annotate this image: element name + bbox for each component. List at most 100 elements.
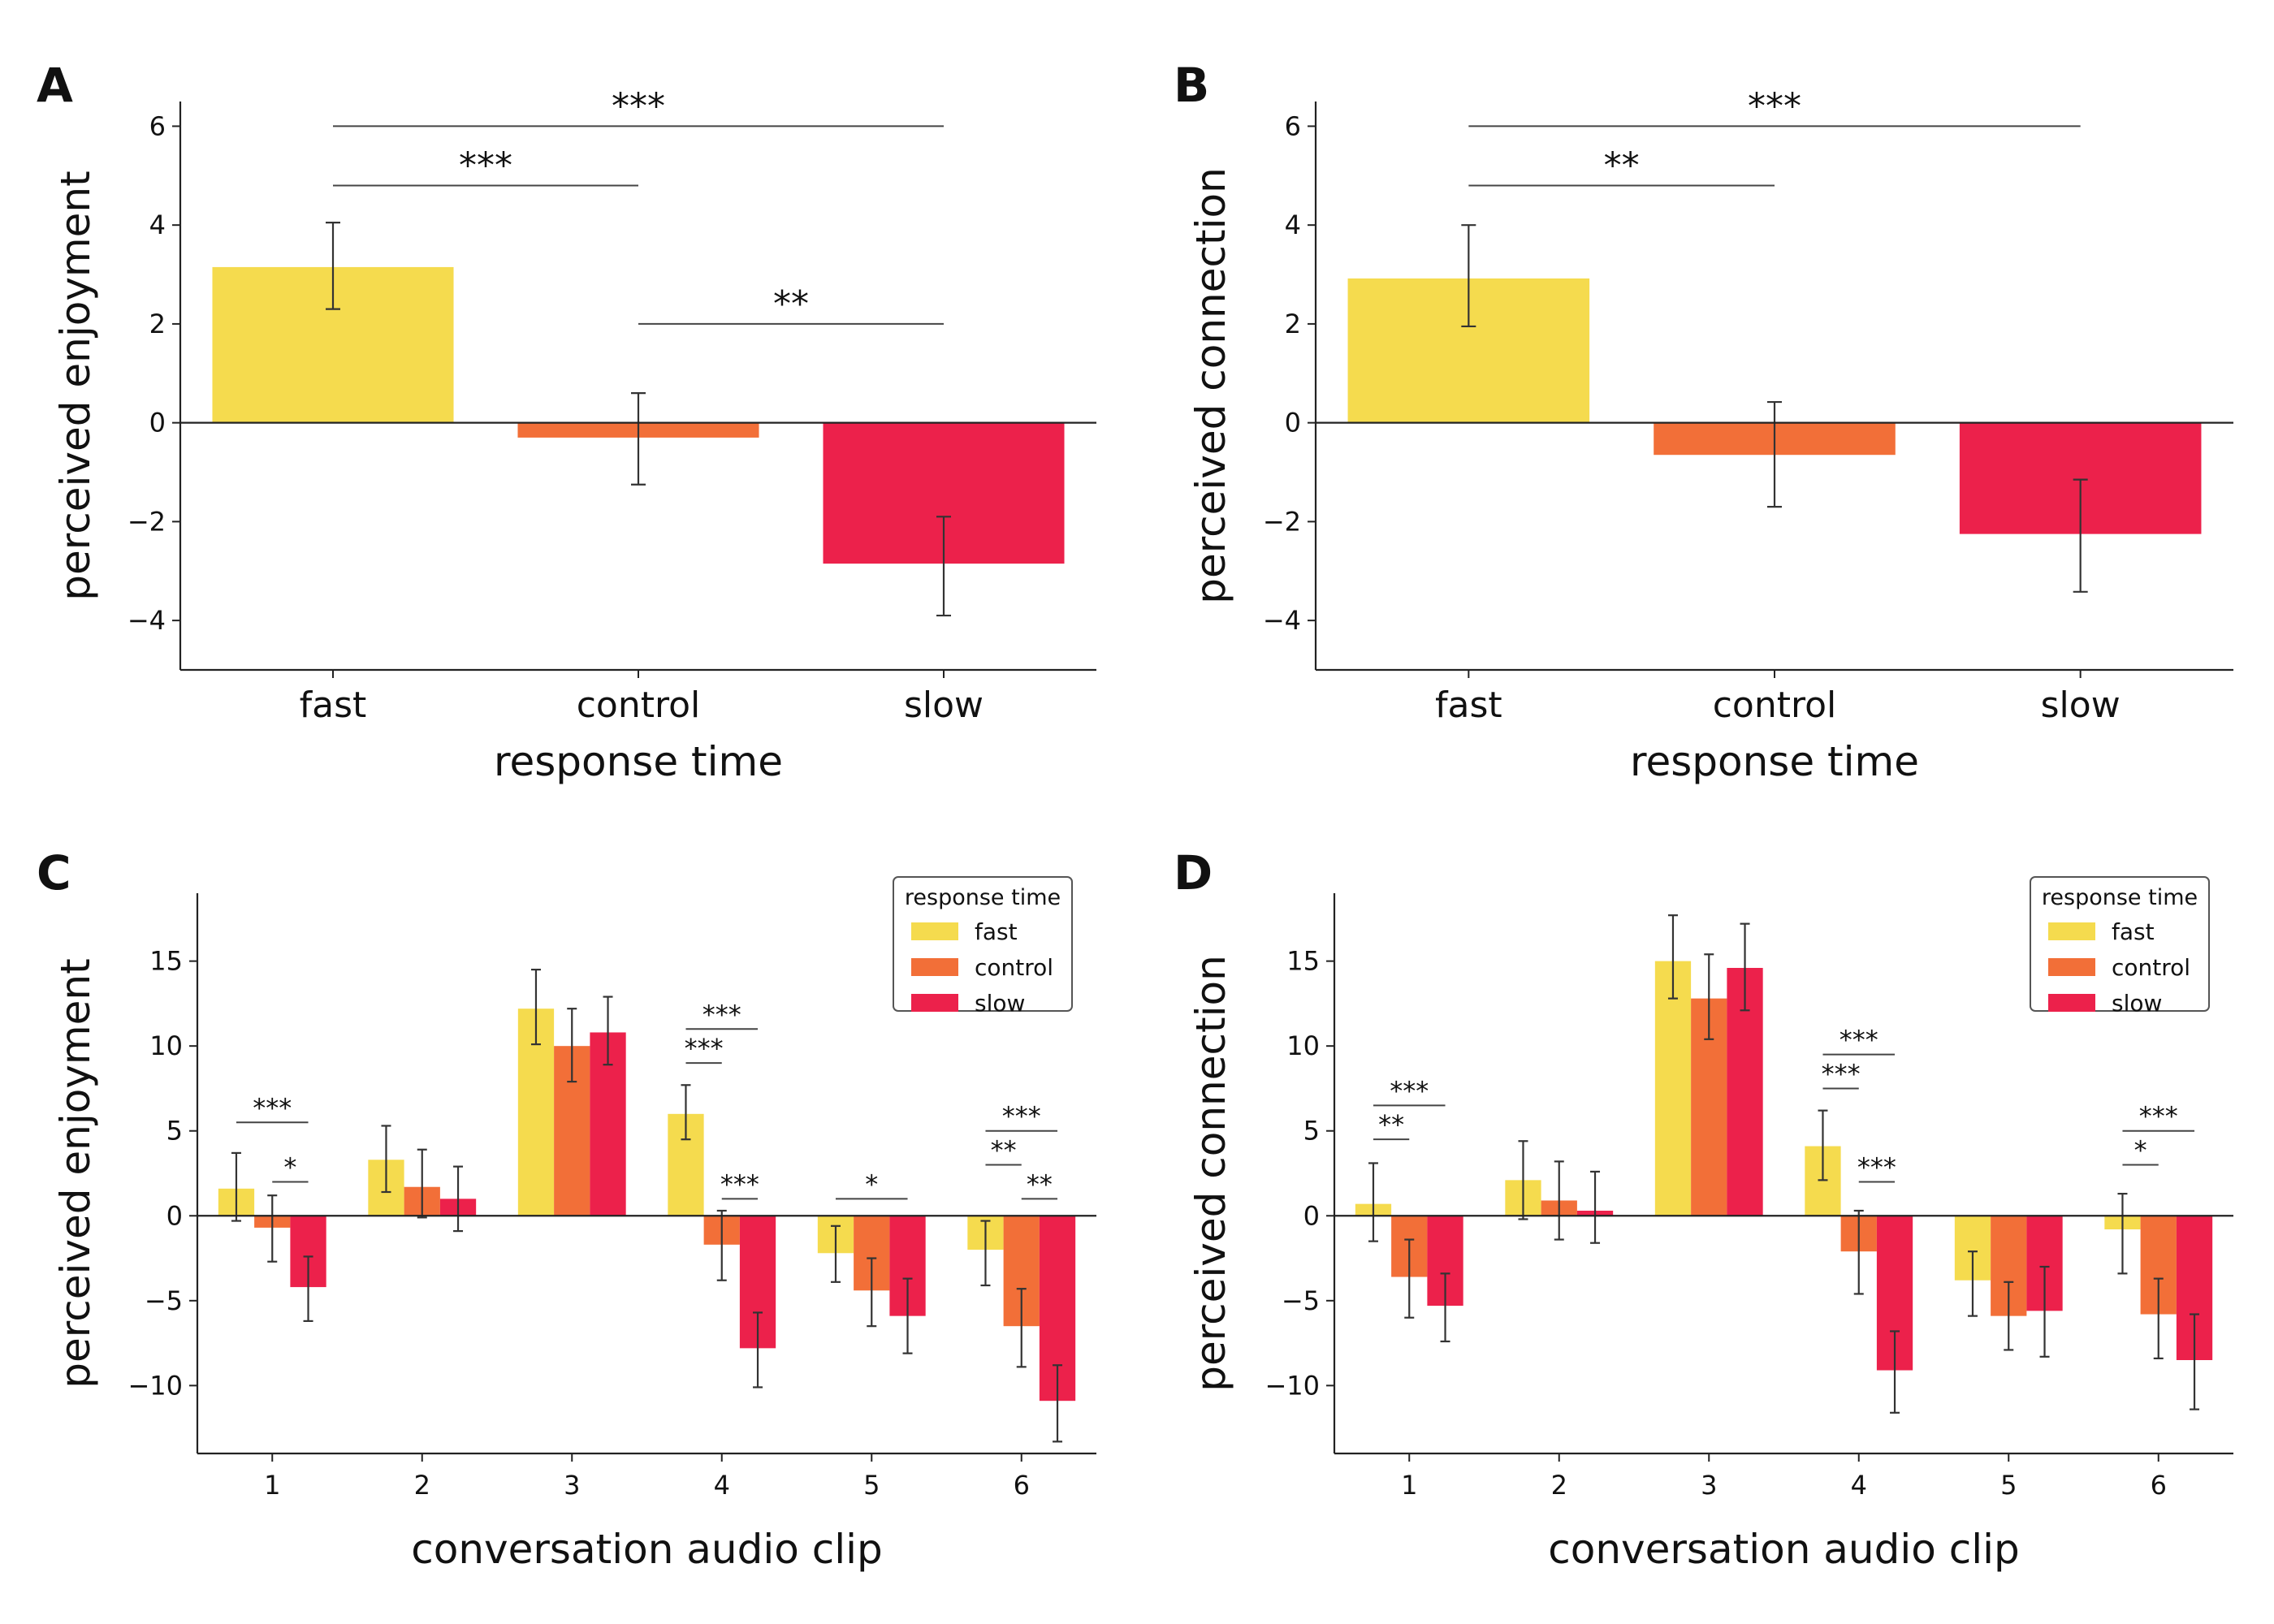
error-bar (381, 1125, 391, 1194)
error-bar (1967, 1250, 1978, 1317)
significance-label: *** (720, 1168, 759, 1199)
legend-entry-control: control (975, 954, 1053, 981)
y-tick-label: −10 (128, 1370, 183, 1401)
error-bar (2190, 1313, 2200, 1410)
significance-annotation: *** (685, 999, 759, 1030)
significance-label: ** (1604, 145, 1640, 186)
x-tick-label: 4 (1851, 1470, 1867, 1501)
x-tick-label: 4 (714, 1470, 730, 1501)
significance-label: ** (1378, 1109, 1404, 1140)
legend-entry-fast: fast (2112, 918, 2155, 945)
y-tick-label: 0 (1303, 1200, 1320, 1231)
x-tick-label: fast (1435, 685, 1502, 726)
legend-swatch-slow (2048, 994, 2095, 1012)
error-bar (1667, 914, 1678, 1000)
significance-label: *** (1002, 1101, 1041, 1132)
x-axis-label: response time (494, 738, 783, 785)
significance-annotation: ** (1021, 1168, 1058, 1200)
error-bar (1818, 1109, 1828, 1181)
error-bar (631, 392, 646, 486)
y-tick-label: −4 (128, 605, 166, 636)
error-bar (936, 516, 951, 617)
x-tick-label: control (1713, 685, 1837, 726)
error-bar (453, 1165, 464, 1233)
error-bar (1767, 400, 1782, 508)
x-tick-label: slow (2041, 685, 2121, 726)
error-bar (867, 1257, 877, 1328)
y-axis-label: perceived enjoyment (52, 171, 99, 600)
legend: response time fast control slow (893, 876, 1073, 1017)
x-tick-label: 6 (2151, 1470, 2167, 1501)
error-bar (1890, 1330, 1900, 1414)
legend-title: response time (905, 885, 1061, 910)
significance-label: * (865, 1168, 878, 1199)
significance-annotation: * (2122, 1135, 2159, 1166)
error-bar (1016, 1288, 1027, 1368)
y-tick-label: 4 (149, 209, 166, 240)
legend-frame (893, 876, 1073, 1012)
error-bar (2073, 478, 2088, 593)
panel-b: B −4 −2 0 2 4 6 perceived connection response ti… (1174, 58, 2233, 785)
significance-label: ** (773, 283, 809, 325)
error-bar (2117, 1192, 2128, 1275)
error-bar (303, 1255, 313, 1323)
legend-swatch-slow (911, 994, 958, 1012)
legend-entry-slow: slow (2112, 990, 2162, 1017)
error-bar (1554, 1160, 1564, 1241)
significance-label: *** (1822, 1058, 1861, 1089)
x-tick-label: 3 (564, 1470, 580, 1501)
error-bar (902, 1277, 913, 1354)
error-bar (2153, 1277, 2164, 1360)
legend-frame (2030, 876, 2210, 1012)
significance-annotation: *** (236, 1092, 309, 1124)
y-tick-label: 4 (1285, 209, 1301, 240)
significance-annotation: *** (333, 145, 638, 187)
significance-label: *** (612, 85, 665, 127)
legend-swatch-control (911, 958, 958, 976)
x-tick-label: 3 (1701, 1470, 1717, 1501)
significance-annotation: *** (685, 1033, 724, 1065)
legend-entry-fast: fast (975, 918, 1018, 945)
significance-label: * (283, 1151, 296, 1182)
significance-label: ** (991, 1135, 1017, 1166)
x-tick-label: 6 (1014, 1470, 1030, 1501)
significance-annotation: ** (1373, 1109, 1410, 1141)
x-tick-label: control (577, 685, 701, 726)
legend: response time fast control slow (2030, 876, 2210, 1017)
x-tick-label: 5 (2000, 1470, 2017, 1501)
error-bar (1440, 1272, 1450, 1343)
y-tick-label: −5 (145, 1285, 183, 1316)
error-bar (1053, 1364, 1063, 1443)
error-bar (753, 1311, 763, 1389)
y-tick-label: −4 (1263, 605, 1301, 636)
error-bar (1853, 1209, 1864, 1295)
significance-annotation: ** (1468, 145, 1775, 187)
x-tick-label: slow (904, 685, 984, 726)
significance-label: *** (253, 1092, 292, 1123)
error-bar (326, 222, 340, 310)
significance-annotation: * (835, 1168, 908, 1200)
y-tick-label: −5 (1282, 1285, 1320, 1316)
y-tick-label: 10 (1286, 1030, 1320, 1061)
significance-annotation: *** (1468, 85, 2081, 127)
significance-annotation: *** (720, 1168, 759, 1200)
significance-label: ** (1027, 1168, 1053, 1199)
error-bar (231, 1151, 241, 1222)
significance-annotation: * (272, 1151, 309, 1183)
y-tick-label: 15 (1286, 946, 1320, 977)
y-tick-label: −2 (128, 506, 166, 537)
y-tick-label: 5 (166, 1116, 183, 1147)
x-axis-label: conversation audio clip (1548, 1526, 2020, 1573)
panel-label: D (1174, 845, 1213, 901)
y-axis-label: perceived connection (1187, 955, 1234, 1392)
error-bar (681, 1084, 691, 1141)
y-axis-label: perceived connection (1187, 167, 1234, 604)
panel-label: C (37, 845, 71, 901)
significance-label: *** (1840, 1025, 1878, 1056)
x-tick-label: fast (300, 685, 367, 726)
y-tick-label: 0 (166, 1200, 183, 1231)
y-axis-label: perceived enjoyment (52, 958, 99, 1388)
